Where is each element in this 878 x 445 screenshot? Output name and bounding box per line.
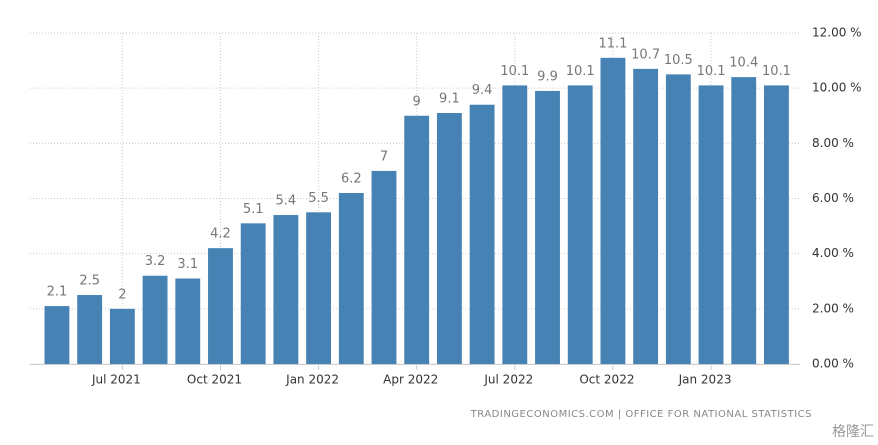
- value-label: 9.4: [472, 83, 493, 98]
- bar: [338, 192, 364, 364]
- value-label: 10.1: [500, 64, 529, 79]
- bar: [600, 57, 626, 364]
- value-label: 11.1: [598, 36, 627, 51]
- bar: [764, 85, 789, 365]
- value-label: 9.9: [537, 69, 558, 84]
- value-label: 10.5: [664, 53, 693, 68]
- bar: [175, 278, 201, 364]
- x-tick-label: Jan 2022: [285, 373, 339, 387]
- value-label: 2.5: [79, 274, 100, 289]
- value-label: 10.1: [762, 64, 791, 79]
- bar: [698, 85, 724, 365]
- value-label: 9.1: [439, 91, 460, 106]
- y-tick-label: 0.00 %: [812, 357, 854, 371]
- source: TRADINGECONOMICS.COM | OFFICE FOR NATION…: [470, 409, 812, 420]
- x-tick-label: Jul 2022: [483, 373, 533, 387]
- bar: [44, 306, 70, 364]
- value-label: 6.2: [341, 171, 362, 186]
- bar: [469, 104, 495, 364]
- bar: [633, 68, 659, 364]
- bar: [567, 85, 593, 365]
- y-tick-label: 4.00 %: [812, 246, 854, 260]
- y-tick-label: 2.00 %: [812, 301, 854, 315]
- value-label: 3.1: [177, 257, 198, 272]
- bar: [142, 275, 168, 364]
- bar: [665, 74, 691, 364]
- value-label: 10.4: [729, 56, 758, 71]
- value-label: 10.7: [631, 47, 660, 62]
- bar: [77, 295, 103, 364]
- x-tick-label: Jan 2023: [678, 373, 732, 387]
- value-label: 5.5: [308, 191, 329, 206]
- watermark: 格隆汇: [832, 424, 874, 440]
- bar: [436, 112, 462, 364]
- x-tick-label: Apr 2022: [383, 373, 438, 387]
- x-tick-label: Jul 2021: [91, 373, 141, 387]
- bar: [502, 85, 528, 365]
- value-label: 3.2: [145, 254, 166, 269]
- bar: [371, 170, 397, 364]
- value-label: 2.1: [47, 285, 68, 300]
- value-label: 5.1: [243, 202, 264, 217]
- bar: [240, 223, 266, 364]
- value-label: 10.1: [566, 64, 595, 79]
- x-tick-label: Oct 2022: [579, 373, 634, 387]
- bar: [306, 212, 332, 364]
- value-label: 2: [118, 287, 126, 302]
- value-label: 7: [380, 149, 388, 164]
- y-tick-label: 12.00 %: [812, 26, 862, 40]
- bar: [535, 90, 560, 365]
- value-label: 9: [413, 94, 421, 109]
- bar: [404, 115, 430, 364]
- bar: [109, 308, 135, 364]
- bar: [731, 77, 757, 364]
- y-tick-label: 10.00 %: [812, 81, 862, 95]
- bar: [273, 215, 299, 364]
- value-label: 5.4: [276, 194, 297, 209]
- x-tick-label: Oct 2021: [187, 373, 242, 387]
- y-tick-label: 6.00 %: [812, 191, 854, 205]
- value-label: 4.2: [210, 227, 231, 242]
- y-tick-label: 8.00 %: [812, 136, 854, 150]
- value-label: 10.1: [697, 64, 726, 79]
- bar: [208, 248, 233, 364]
